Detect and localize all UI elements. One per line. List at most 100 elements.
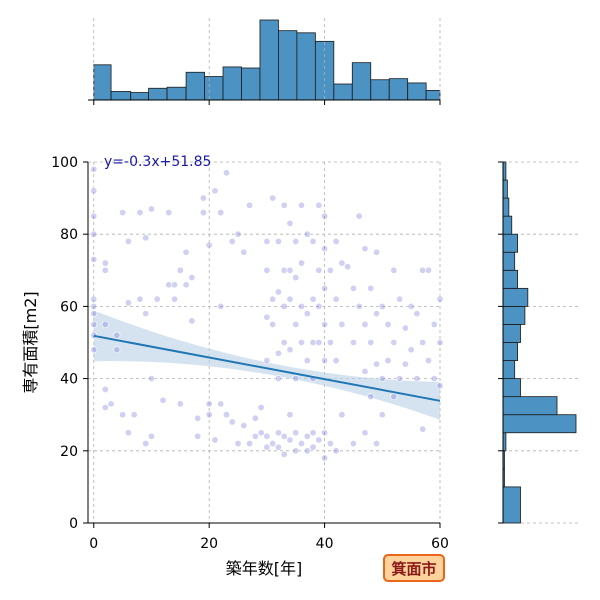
scatter-point [176,400,184,408]
scatter-point [101,403,109,411]
scatter-point [286,411,294,419]
x-hist-bar [425,90,441,101]
scatter-point [101,385,109,393]
scatter-point [217,400,225,408]
scatter-point [303,357,311,365]
tick-labels: 0 20 40 60 0 20 40 60 80 100 [51,155,449,552]
scatter-point [367,284,375,292]
scatter-point [263,357,271,365]
scatter-point [407,346,415,354]
scatter-point [188,317,196,325]
x-hist-bar [148,87,168,101]
scatter-point [303,432,311,440]
scatter-point [303,447,311,455]
scatter-point [222,411,230,419]
scatter-point [159,396,167,404]
scatter-point [298,302,306,310]
y-hist-bar [502,342,519,361]
x-hist-bar [222,66,242,101]
scatter-point [251,414,259,422]
y-hist-bar [502,233,519,253]
scatter-point [205,241,213,249]
scatter-point [413,310,421,318]
y-hist-bar [502,179,508,199]
scatter-point [390,338,398,346]
scatter-point [436,295,444,303]
x-tick-label: 0 [89,536,98,552]
scatter-point [401,360,409,368]
y-hist-bar [502,414,577,434]
x-hist-bar [110,91,132,101]
scatter-point [338,320,346,328]
scatter-point [113,331,121,339]
scatter-point [419,338,427,346]
scatter-point [378,302,386,310]
scatter-point [396,375,404,383]
scatter-point [274,288,282,296]
scatter-point [124,237,132,245]
x-hist-bar [241,67,261,101]
y-hist-bar [502,378,521,398]
scatter-point [211,436,219,444]
scatter-point [384,357,392,365]
y-hist-bar [502,251,516,271]
scatter-point [274,237,282,245]
scatter-point [407,302,415,310]
y-hist-bar [502,215,513,235]
x-hist-bar [407,82,427,101]
scatter-point [124,429,132,437]
scatter-point [378,375,386,383]
scatter-point [228,418,236,426]
scatter-point [90,255,98,263]
scatter-point [274,429,282,437]
y-tick-label: 100 [51,155,78,171]
scatter-point [90,310,98,318]
x-axis-label: 築年数[年] [226,559,303,578]
scatter-point [280,266,288,274]
x-hist-bar [370,79,390,101]
scatter-point [424,266,432,274]
scatter-point [436,382,444,390]
scatter-point [390,393,398,401]
marginal-y-histogram [498,161,580,524]
x-hist-bar [259,19,279,101]
scatter-point [361,367,369,375]
scatter-point [234,230,242,238]
scatter-point [298,259,306,267]
y-axis-label: 専有面積[m2] [21,291,40,393]
scatter-point [90,346,98,354]
scatter-point [286,346,294,354]
x-hist-bar [296,32,316,101]
scatter-point [274,349,282,357]
scatter-point [292,429,300,437]
scatter-point [228,237,236,245]
scatter-point [373,248,381,256]
scatter-point [315,201,323,209]
y-hist-bar [502,486,521,524]
confidence-band-area [93,310,440,420]
scatter-point [292,447,300,455]
scatter-point [199,194,207,202]
scatter-point [298,338,306,346]
scatter-point [274,375,282,383]
scatter-point [269,295,277,303]
scatter-point [142,310,150,318]
scatter-point [142,234,150,242]
city-badge: 箕面市 [383,554,445,582]
scatter-point [298,201,306,209]
scatter-point [101,320,109,328]
scatter-point [315,302,323,310]
scatter-point [321,245,329,253]
scatter-point [165,209,173,217]
y-hist-bar [502,269,519,289]
scatter-point [165,281,173,289]
scatter-point [257,403,265,411]
scatter-point [251,432,259,440]
scatter-point [309,443,317,451]
x-tick-label: 60 [431,536,449,552]
scatter-point [326,266,334,274]
x-hist-bar [351,62,372,101]
scatter-point [240,248,248,256]
scatter-point [222,169,230,177]
